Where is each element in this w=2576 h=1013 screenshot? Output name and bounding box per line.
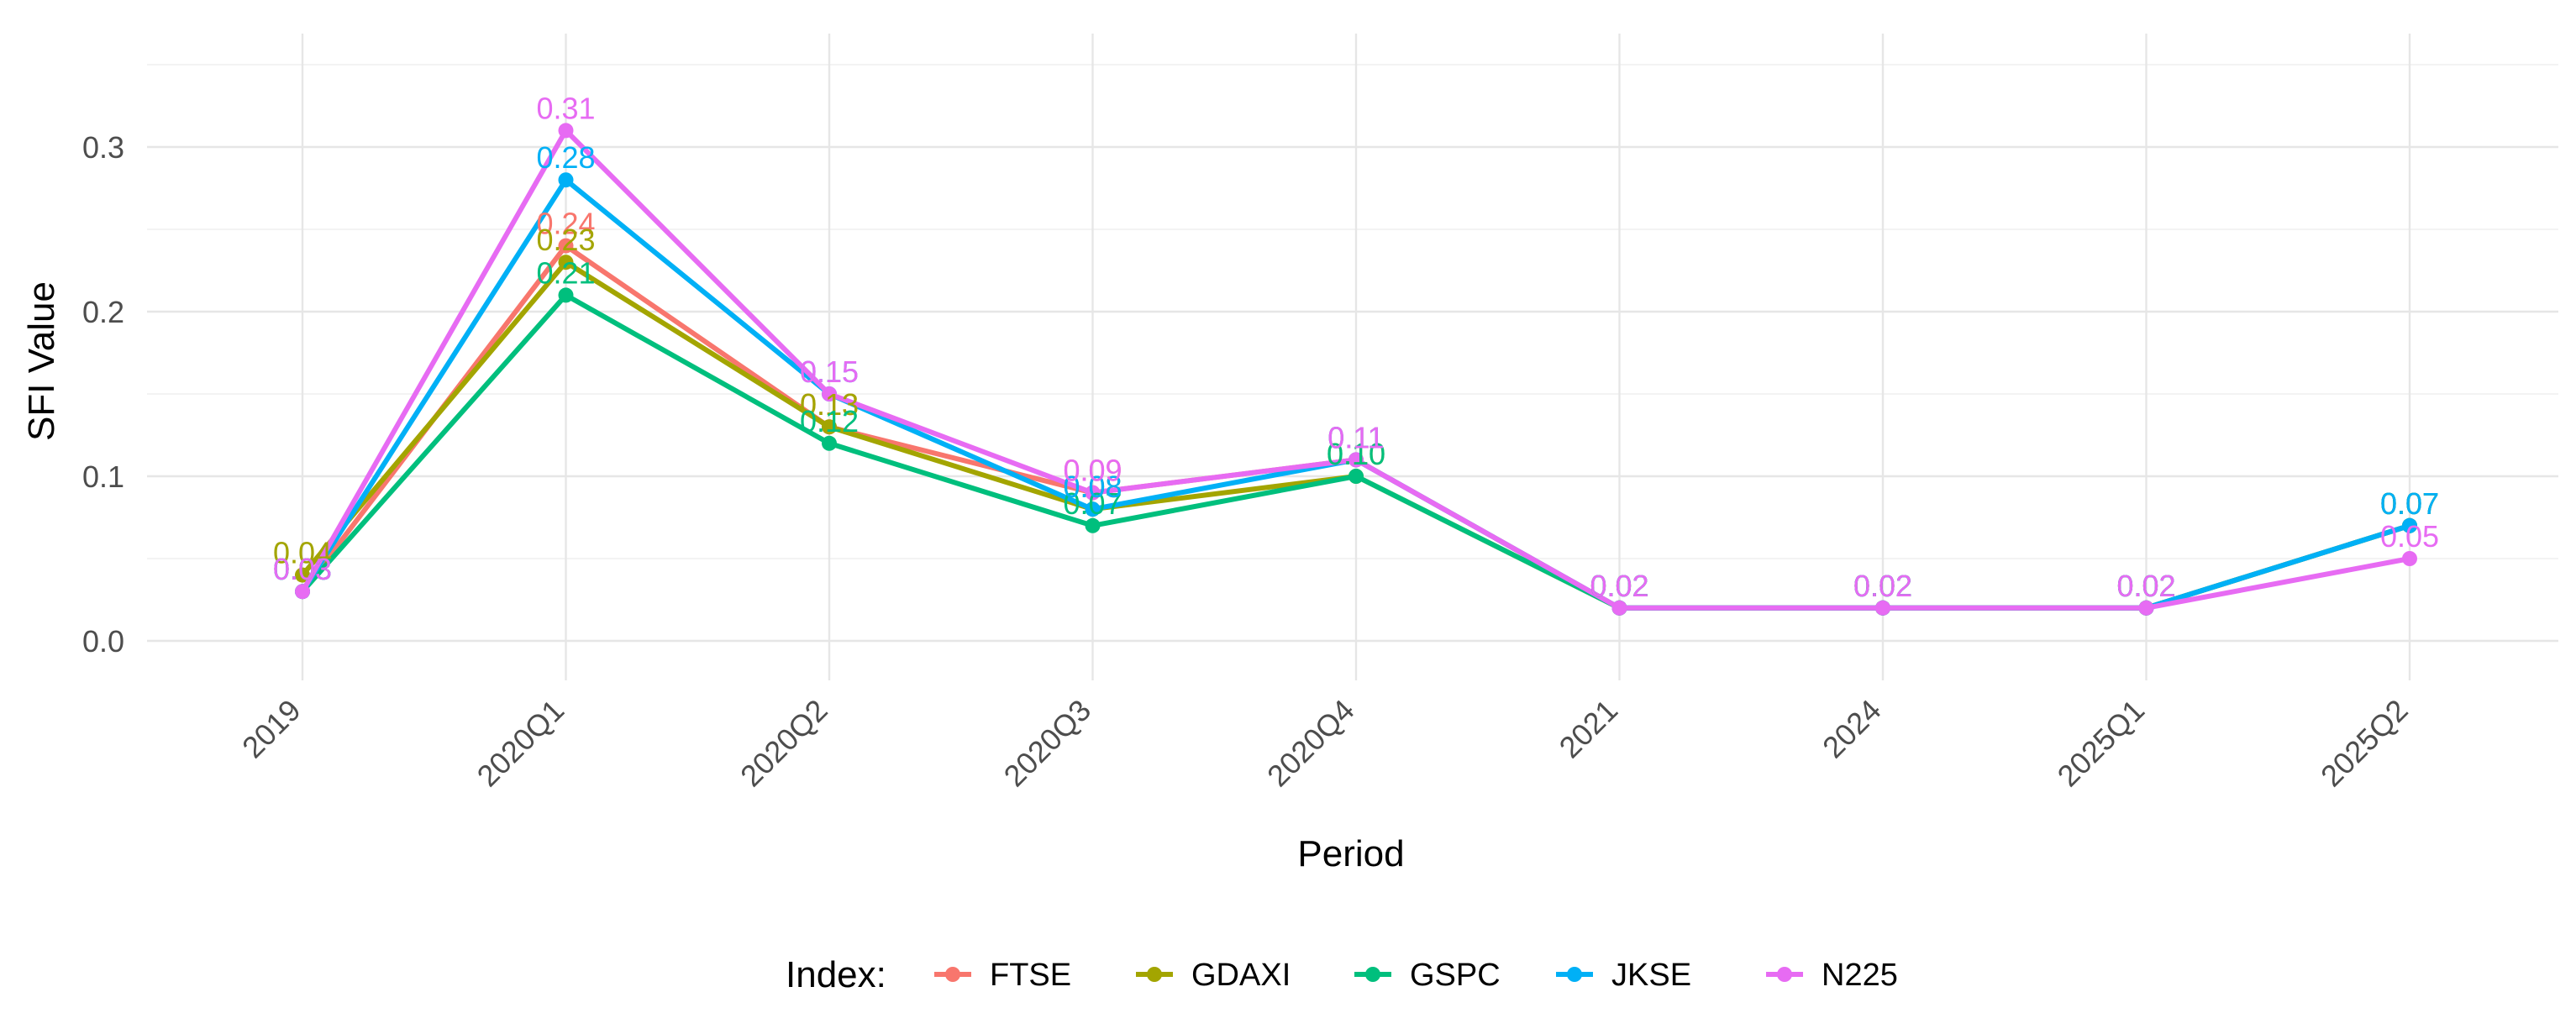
data-label-jkse: 0.15 (800, 354, 859, 389)
legend-swatch-point (1147, 967, 1162, 982)
data-point-gdaxi (295, 567, 310, 583)
data-label-jkse: 0.02 (1590, 569, 1648, 603)
data-label-gspc: 0.12 (800, 404, 859, 438)
data-point-gdaxi (822, 419, 837, 435)
data-label-ftse: 0.09 (1063, 454, 1122, 488)
data-label-gspc: 0.02 (2116, 569, 2175, 603)
x-tick-label: 2025Q2 (2314, 693, 2415, 794)
data-point-jkse (558, 172, 574, 188)
data-label-gdaxi: 0.07 (2380, 486, 2439, 521)
series-lines (295, 123, 2417, 616)
y-tick-label: 0.0 (82, 624, 124, 659)
data-label-gdaxi: 0.04 (273, 536, 332, 570)
data-point-gspc (1085, 517, 1101, 533)
legend-swatch-point (1777, 967, 1792, 982)
data-label-n225: 0.15 (800, 354, 859, 389)
data-point-gdaxi (558, 255, 574, 270)
data-label-gdaxi: 0.08 (1063, 470, 1122, 504)
data-label-gspc: 0.10 (1327, 437, 1385, 471)
data-label-gspc: 0.02 (1853, 569, 1912, 603)
data-label-jkse: 0.03 (273, 552, 332, 586)
data-label-n225: 0.02 (1853, 569, 1912, 603)
data-label-gspc: 0.21 (536, 255, 595, 290)
x-tick-label: 2021 (1553, 693, 1625, 765)
data-point-n225 (1611, 600, 1627, 616)
x-tick-label: 2025Q1 (2051, 693, 2152, 794)
legend-label-jkse: JKSE (1611, 958, 1691, 993)
data-point-n225 (822, 386, 837, 402)
data-label-jkse: 0.11 (1327, 420, 1384, 454)
data-label-gspc: 0.03 (273, 552, 332, 586)
data-label-n225: 0.02 (2116, 569, 2175, 603)
data-point-n225 (2138, 600, 2154, 616)
data-labels: 0.03 0.24 0.13 0.09 0.11 0.02 0.02 0.02 0.07 0.04… (273, 91, 2439, 602)
data-label-gspc: 0.02 (1590, 569, 1648, 603)
x-tick-label: 2020Q4 (1260, 693, 1361, 794)
data-label-ftse: 0.07 (2380, 486, 2439, 521)
legend-swatch-point (1365, 967, 1380, 982)
data-label-ftse: 0.11 (1327, 420, 1384, 454)
data-point-ftse (558, 238, 574, 254)
data-label-gdaxi: 0.02 (1590, 569, 1648, 603)
data-label-gdaxi: 0.02 (2116, 569, 2175, 603)
data-label-gdaxi: 0.02 (1853, 569, 1912, 603)
data-point-n225 (1875, 600, 1890, 616)
data-label-jkse: 0.07 (2380, 486, 2439, 521)
data-label-ftse: 0.13 (800, 387, 859, 422)
data-point-n225 (1085, 485, 1101, 501)
y-axis-title: SFI Value (21, 281, 62, 441)
data-label-ftse: 0.02 (1853, 569, 1912, 603)
data-point-gspc (558, 287, 574, 303)
data-point-gspc (1348, 469, 1364, 484)
data-label-n225: 0.02 (1590, 569, 1648, 603)
legend-label-n225: N225 (1822, 958, 1898, 993)
data-label-n225: 0.05 (2380, 519, 2439, 554)
data-label-ftse: 0.24 (536, 207, 595, 241)
x-tick-label: 2019 (235, 693, 308, 765)
legend-label-gspc: GSPC (1410, 958, 1501, 993)
data-label-jkse: 0.02 (1853, 569, 1912, 603)
x-tick-label: 2020Q1 (471, 693, 571, 794)
data-point-gspc (822, 435, 837, 451)
data-label-n225: 0.31 (536, 91, 595, 125)
data-label-gdaxi: 0.13 (800, 387, 859, 422)
data-label-jkse: 0.02 (2116, 569, 2175, 603)
y-tick-label: 0.3 (82, 130, 124, 165)
legend-title: Index: (786, 954, 886, 995)
data-label-gdaxi: 0.23 (536, 223, 595, 257)
x-axis-title: Period (1297, 833, 1404, 874)
legend-swatch-point (945, 967, 960, 982)
data-label-n225: 0.03 (273, 552, 332, 586)
x-tick-label: 2024 (1816, 693, 1888, 765)
data-label-ftse: 0.03 (273, 552, 332, 586)
data-label-gspc: 0.07 (1063, 486, 1122, 521)
x-tick-label: 2020Q3 (997, 693, 1098, 794)
data-point-jkse (2402, 517, 2417, 533)
data-label-ftse: 0.02 (1590, 569, 1648, 603)
legend-label-ftse: FTSE (990, 958, 1071, 993)
data-label-ftse: 0.02 (2116, 569, 2175, 603)
data-label-gdaxi: 0.10 (1327, 437, 1385, 471)
data-label-n225: 0.09 (1063, 454, 1122, 488)
data-point-n225 (2402, 551, 2417, 566)
data-label-gspc: 0.07 (2380, 486, 2439, 521)
legend: Index: FTSE GDAXI GSPC JKSE N225 (786, 954, 1898, 995)
legend-label-gdaxi: GDAXI (1191, 958, 1291, 993)
y-tick-label: 0.2 (82, 295, 124, 329)
legend-swatch-point (1567, 967, 1582, 982)
data-point-n225 (295, 584, 310, 600)
data-label-jkse: 0.28 (536, 140, 595, 175)
data-label-n225: 0.11 (1327, 420, 1384, 454)
x-tick-label: 2020Q2 (733, 693, 834, 794)
data-point-n225 (1348, 452, 1364, 468)
data-point-n225 (558, 123, 574, 139)
y-tick-label: 0.1 (82, 459, 124, 494)
data-label-jkse: 0.08 (1063, 470, 1122, 504)
data-point-jkse (1085, 501, 1101, 517)
